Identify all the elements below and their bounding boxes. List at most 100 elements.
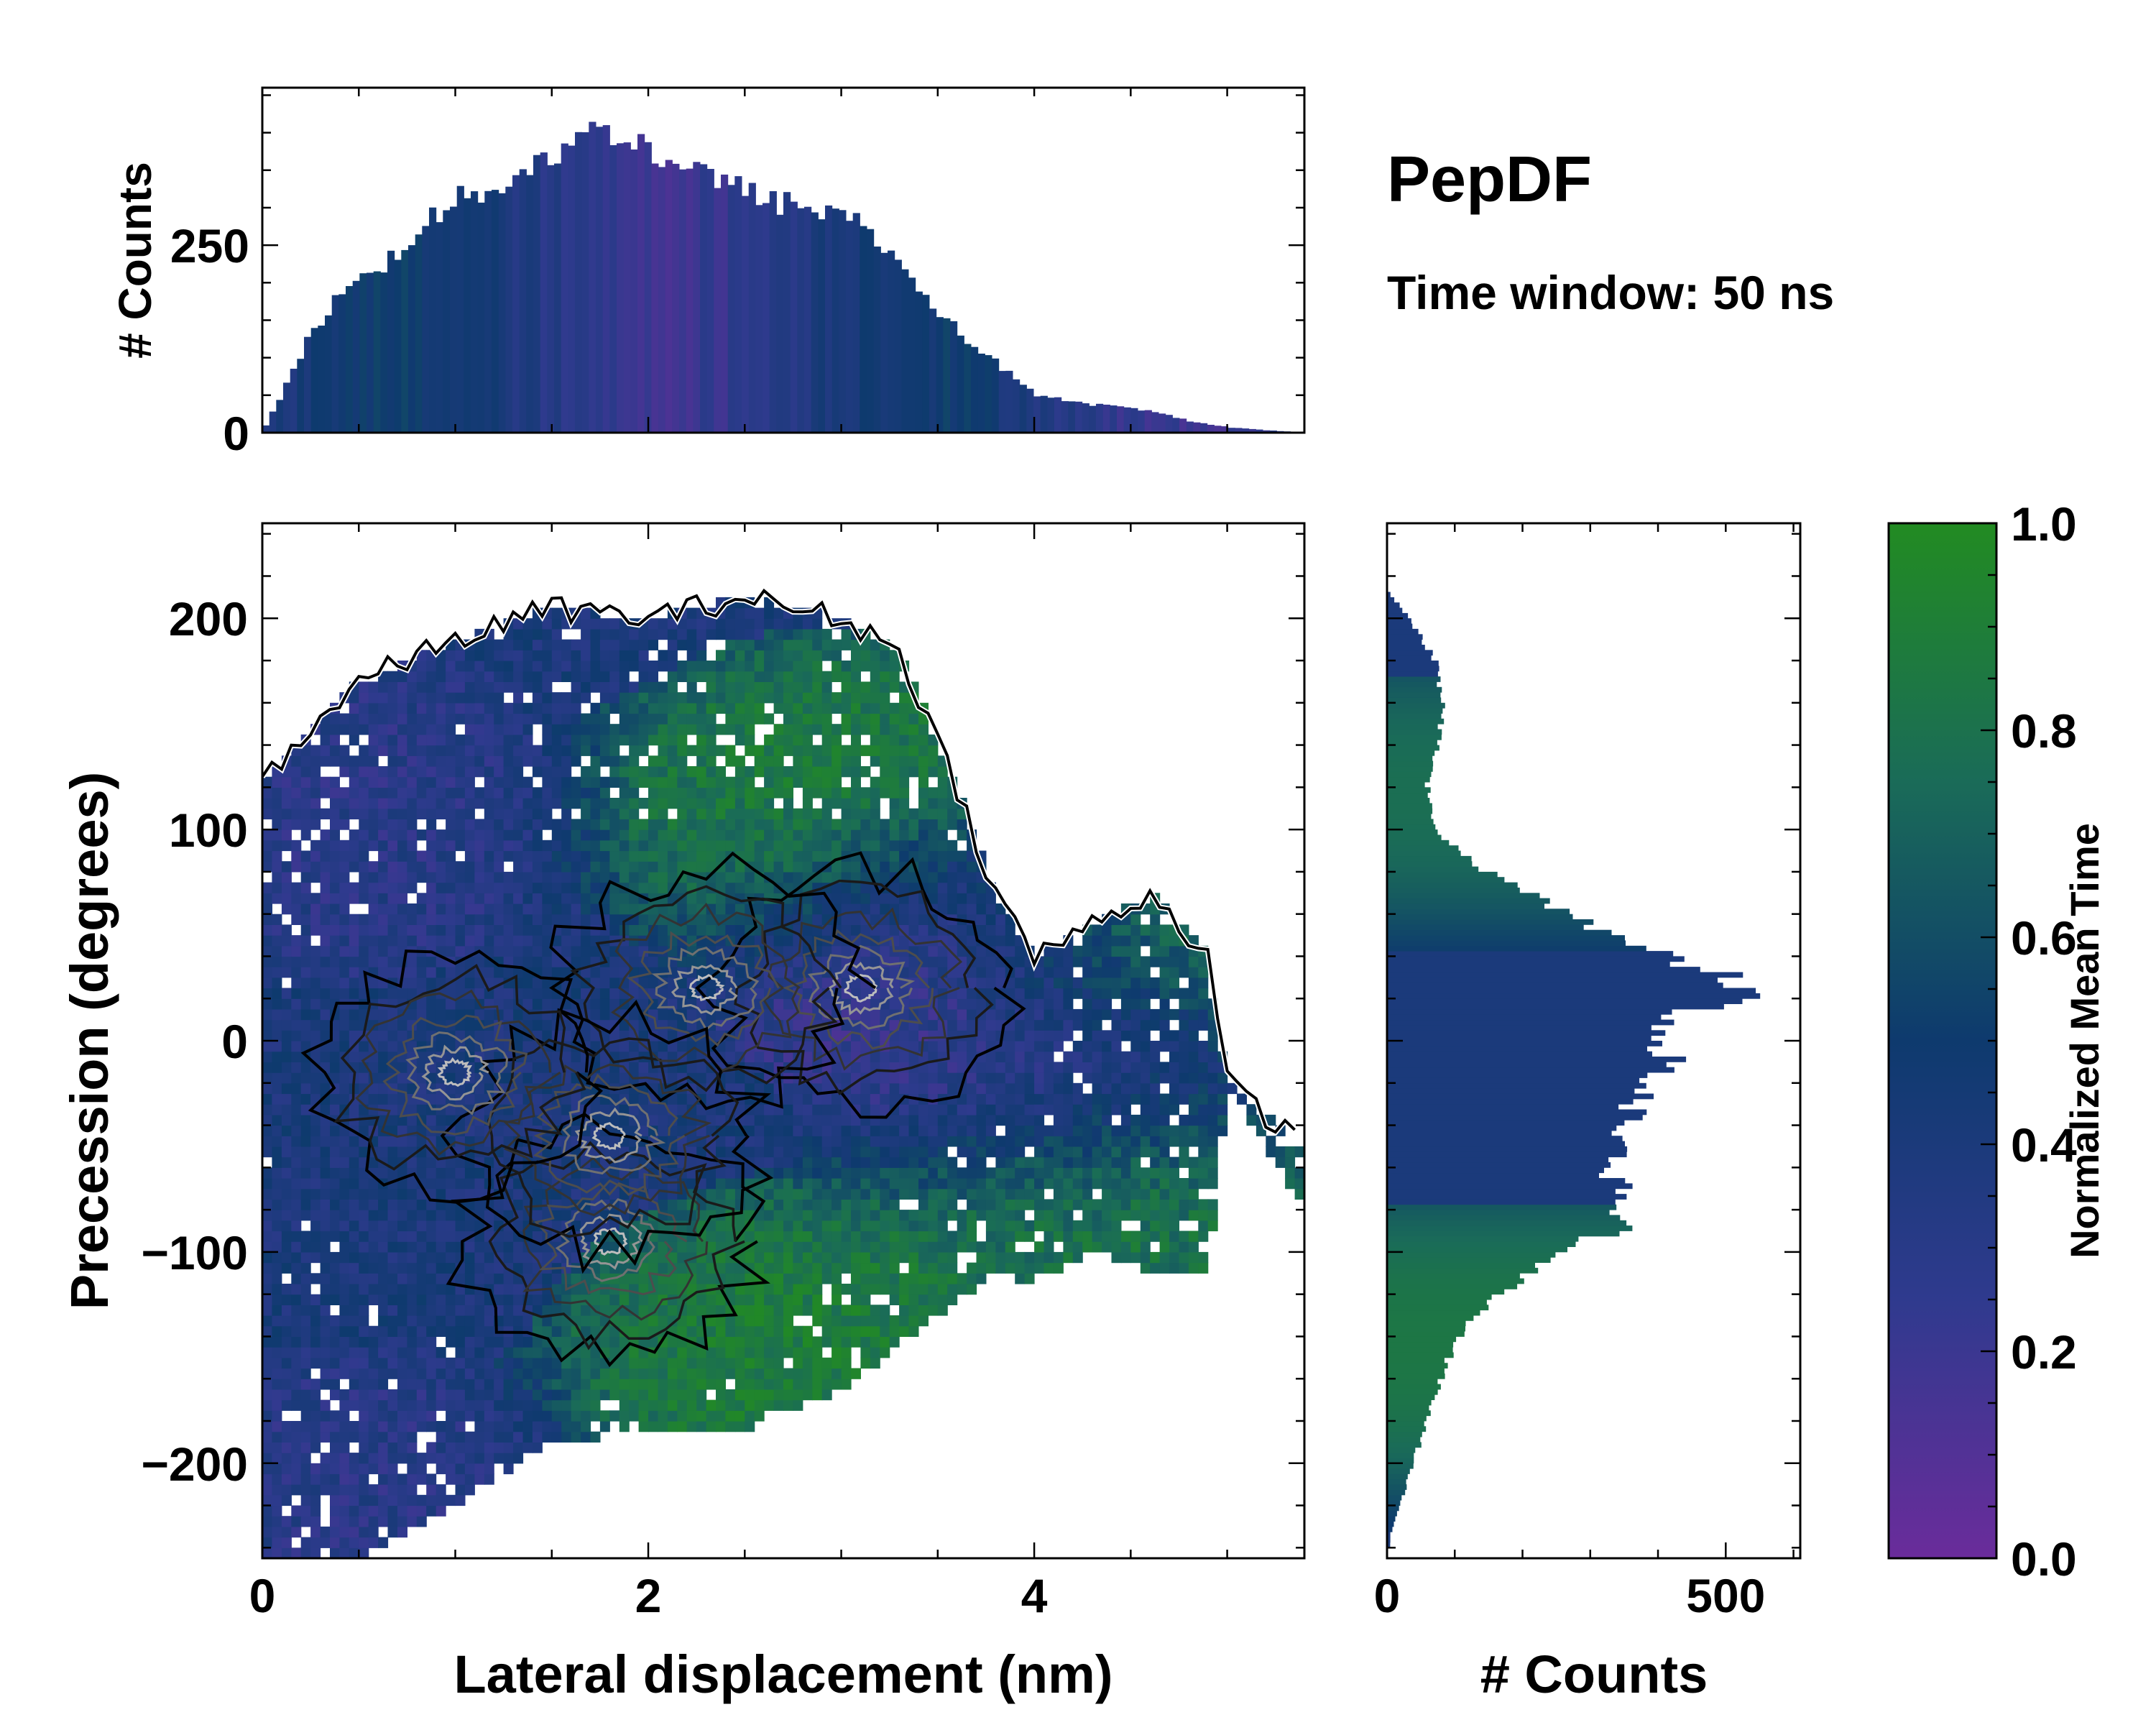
heatmap-cell: [310, 956, 321, 967]
heatmap-cell: [561, 787, 572, 799]
heatmap-cell: [851, 776, 861, 788]
heatmap-cell: [764, 1104, 775, 1116]
heatmap-cell: [513, 650, 524, 661]
heatmap-cell: [436, 882, 446, 893]
histogram-bar: [519, 169, 527, 433]
heatmap-cell: [561, 1210, 572, 1221]
heatmap-cell: [416, 1104, 427, 1116]
heatmap-cell: [513, 628, 524, 640]
heatmap-cell: [339, 1494, 350, 1506]
heatmap-cell: [262, 924, 272, 936]
heatmap-cell: [310, 967, 321, 978]
heatmap-cell: [571, 1379, 581, 1390]
histogram-bar: [581, 132, 589, 433]
heatmap-cell: [426, 1284, 437, 1295]
y-tick-label: 0: [223, 407, 249, 460]
heatmap-cell: [387, 819, 398, 830]
heatmap-cell: [696, 787, 707, 799]
heatmap-cell: [349, 724, 359, 735]
heatmap-cell: [407, 882, 418, 893]
heatmap-cell: [551, 935, 562, 947]
heatmap-cell: [436, 1093, 446, 1105]
heatmap-cell: [522, 840, 533, 852]
heatmap-cell: [783, 661, 793, 672]
heatmap-cell: [571, 1410, 581, 1422]
heatmap-cell: [793, 1008, 803, 1021]
heatmap-cell: [860, 1294, 871, 1305]
heatmap-cell: [773, 1188, 784, 1200]
heatmap-cell: [503, 1379, 514, 1390]
heatmap-cell: [754, 1294, 765, 1305]
heatmap-cell: [300, 1019, 311, 1031]
heatmap-cell: [513, 977, 524, 989]
heatmap-cell: [783, 734, 793, 746]
heatmap-cell: [696, 861, 707, 873]
heatmap-cell: [619, 850, 630, 862]
heatmap-cell: [821, 755, 832, 767]
heatmap-cell: [793, 1114, 803, 1126]
heatmap-cell: [310, 1547, 321, 1558]
heatmap-cell: [397, 755, 407, 767]
heatmap-cell: [706, 1410, 717, 1422]
heatmap-cell: [330, 861, 340, 873]
heatmap-cell: [764, 998, 775, 1010]
heatmap-cell: [783, 829, 793, 841]
heatmap-cell: [330, 829, 340, 841]
heatmap-cell: [281, 840, 292, 852]
heatmap-cell: [783, 1399, 793, 1411]
heatmap-cell: [484, 702, 494, 714]
histogram-bar: [1256, 429, 1263, 433]
heatmap-cell: [464, 1463, 475, 1475]
heatmap-cell: [754, 755, 765, 767]
heatmap-cell: [629, 755, 640, 767]
heatmap-cell: [619, 1072, 630, 1084]
heatmap-cell: [349, 1030, 359, 1041]
heatmap-cell: [426, 1484, 437, 1496]
heatmap-cell: [686, 639, 697, 650]
heatmap-cell: [455, 1379, 466, 1390]
heatmap-cell: [272, 935, 282, 947]
heatmap-cell: [793, 1336, 803, 1348]
heatmap-cell: [300, 1421, 311, 1432]
heatmap-cell: [262, 787, 272, 799]
heatmap-cell: [281, 1389, 292, 1401]
heatmap-cell: [716, 1008, 726, 1021]
heatmap-cell: [378, 808, 389, 819]
heatmap-cell: [407, 1347, 418, 1358]
heatmap-cell: [349, 1368, 359, 1379]
heatmap-cell: [330, 808, 340, 819]
heatmap-cell: [734, 628, 745, 640]
heatmap-cell: [841, 819, 852, 830]
histogram-bar: [1117, 406, 1125, 433]
heatmap-cell: [464, 924, 475, 936]
heatmap-cell: [783, 671, 793, 682]
heatmap-cell: [300, 1230, 311, 1242]
heatmap-cell: [764, 618, 775, 630]
heatmap-cell: [725, 1072, 736, 1084]
heatmap-cell: [542, 840, 553, 852]
heatmap-cell: [609, 798, 620, 809]
heatmap-cell: [677, 1389, 688, 1401]
heatmap-cell: [426, 1220, 437, 1232]
heatmap-cell: [300, 1251, 311, 1264]
heatmap-cell: [455, 1410, 466, 1422]
heatmap-cell: [359, 1199, 369, 1210]
heatmap-cell: [860, 819, 871, 830]
heatmap-cell: [349, 1505, 359, 1517]
heatmap-cell: [387, 861, 398, 873]
heatmap-cell: [783, 692, 793, 704]
heatmap-cell: [841, 1262, 852, 1274]
heatmap-cell: [416, 787, 427, 799]
heatmap-cell: [368, 1262, 379, 1274]
heatmap-cell: [436, 724, 446, 735]
heatmap-cell: [359, 1537, 369, 1548]
heatmap-cell: [599, 871, 610, 883]
heatmap-cell: [571, 1357, 581, 1369]
heatmap-cell: [802, 1156, 813, 1168]
heatmap-cell: [696, 967, 707, 978]
histogram-bar: [436, 222, 443, 433]
heatmap-cell: [802, 914, 813, 925]
heatmap-cell: [821, 1104, 832, 1116]
heatmap-cell: [397, 681, 407, 693]
heatmap-cell: [464, 1336, 475, 1348]
